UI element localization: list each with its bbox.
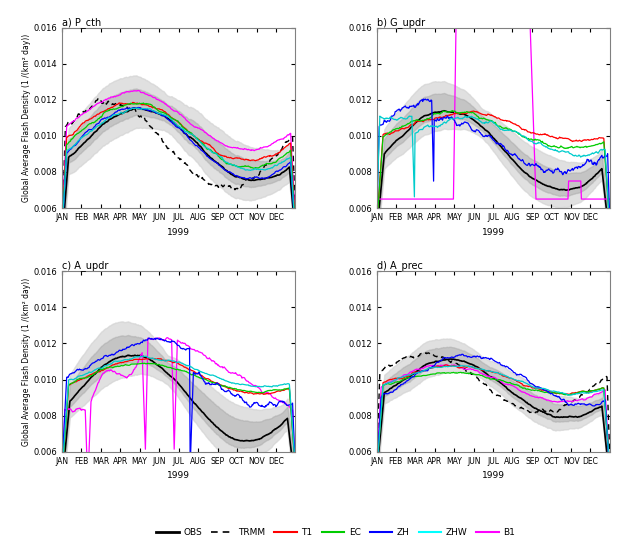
Y-axis label: Global Average Flash Density (1 /(km² day)): Global Average Flash Density (1 /(km² da…	[22, 277, 31, 446]
Text: b) G_updr: b) G_updr	[377, 17, 425, 28]
Text: c) A_updr: c) A_updr	[62, 261, 109, 271]
X-axis label: 1999: 1999	[481, 471, 504, 480]
Text: a) P_cth: a) P_cth	[62, 17, 101, 28]
X-axis label: 1999: 1999	[167, 471, 190, 480]
X-axis label: 1999: 1999	[481, 228, 504, 236]
Legend: OBS, TRMM, T1, EC, ZH, ZHW, B1: OBS, TRMM, T1, EC, ZH, ZHW, B1	[153, 525, 519, 541]
Y-axis label: Global Average Flash Density (1 /(km² day)): Global Average Flash Density (1 /(km² da…	[22, 34, 31, 202]
Text: d) A_prec: d) A_prec	[377, 261, 422, 271]
X-axis label: 1999: 1999	[167, 228, 190, 236]
